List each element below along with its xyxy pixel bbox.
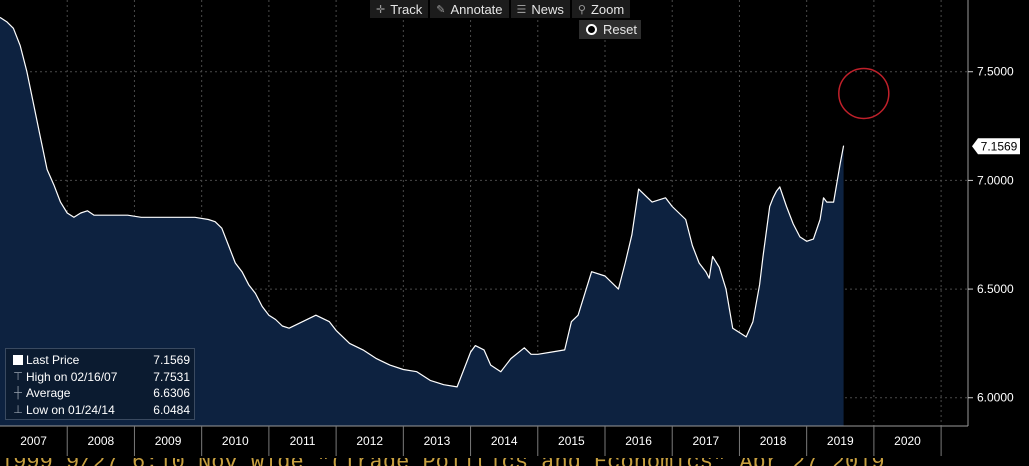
price-line bbox=[0, 16, 845, 388]
x-tick-label: 2012 bbox=[356, 434, 383, 448]
last-price-label: 7.1569 bbox=[981, 139, 1018, 153]
price-area-fill bbox=[0, 17, 844, 427]
legend-value: 6.6306 bbox=[153, 386, 190, 401]
track-label: Track bbox=[390, 1, 423, 17]
legend-label: High on 02/16/07 bbox=[26, 369, 118, 384]
x-tick-label: 2017 bbox=[692, 434, 719, 448]
x-tick-label: 2015 bbox=[558, 434, 585, 448]
white-square-icon bbox=[10, 355, 26, 366]
news-button[interactable]: ☰ News bbox=[510, 0, 570, 18]
pencil-icon: ✎ bbox=[436, 3, 446, 16]
x-tick-label: 2010 bbox=[222, 434, 249, 448]
price-area-layer bbox=[0, 16, 845, 427]
news-label: News bbox=[531, 1, 564, 17]
x-tick-label: 2019 bbox=[827, 434, 854, 448]
highlight-circle bbox=[838, 67, 890, 120]
legend-label: Last Price bbox=[26, 353, 80, 368]
x-tick-label: 2009 bbox=[155, 434, 182, 448]
legend-average: ┼ Average 6.6306 bbox=[10, 385, 190, 402]
reset-button[interactable]: Reset bbox=[579, 20, 641, 39]
x-tick-label: 2014 bbox=[491, 434, 518, 448]
legend-label: Average bbox=[26, 386, 71, 401]
x-tick-label: 2016 bbox=[625, 434, 652, 448]
last-price-tag bbox=[972, 138, 1020, 155]
axes: 6.0000 6.5000 7.0000 7.5000 2007 2008 2009 2010… bbox=[0, 0, 1014, 456]
legend-value: 7.1569 bbox=[153, 353, 190, 368]
chart-toolbar: ✛ Track ✎ Annotate ☰ News ⚲ Zoom bbox=[370, 0, 632, 18]
chart-marks: 7.1569 bbox=[838, 67, 1020, 155]
legend-low: ⊥ Low on 01/24/14 6.0484 bbox=[10, 402, 190, 419]
y-tick-label: 6.5000 bbox=[977, 282, 1014, 296]
annotate-label: Annotate bbox=[450, 1, 503, 17]
x-tick-label: 2011 bbox=[290, 434, 316, 448]
legend-value: 7.7531 bbox=[153, 369, 190, 384]
zoom-label: Zoom bbox=[590, 1, 625, 17]
bottom-ticker-text: 1999 9/27 6:10 Nov wide "(Trade Politics… bbox=[0, 458, 885, 466]
legend-label: Low on 01/24/14 bbox=[26, 402, 115, 417]
legend-last-price: Last Price 7.1569 bbox=[10, 352, 190, 369]
bottom-ticker-strip: 1999 9/27 6:10 Nov wide "(Trade Politics… bbox=[0, 458, 1029, 466]
high-marker-icon: ⊤ bbox=[13, 371, 23, 384]
x-tick-label: 2008 bbox=[87, 434, 114, 448]
reset-label: Reset bbox=[603, 22, 637, 37]
annotate-button[interactable]: ✎ Annotate bbox=[430, 0, 509, 18]
low-marker-icon: ⊥ bbox=[13, 404, 23, 417]
x-tick-label: 2007 bbox=[20, 434, 47, 448]
x-tick-label: 2020 bbox=[894, 434, 921, 448]
y-tick-label: 7.0000 bbox=[977, 173, 1014, 187]
track-button[interactable]: ✛ Track bbox=[370, 0, 429, 18]
magnifier-icon: ⚲ bbox=[577, 3, 586, 16]
legend-high: ⊤ High on 02/16/07 7.7531 bbox=[10, 369, 190, 386]
y-tick-label: 7.5000 bbox=[977, 65, 1014, 79]
news-icon: ☰ bbox=[516, 3, 527, 16]
legend-value: 6.0484 bbox=[153, 402, 190, 417]
radio-dot-icon bbox=[586, 24, 597, 35]
zoom-button[interactable]: ⚲ Zoom bbox=[571, 0, 631, 18]
y-tick-label: 6.0000 bbox=[977, 391, 1014, 405]
x-tick-label: 2018 bbox=[760, 434, 787, 448]
x-tick-label: 2013 bbox=[424, 434, 451, 448]
average-marker-icon: ┼ bbox=[14, 387, 22, 400]
legend-box[interactable]: Last Price 7.1569 ⊤ High on 02/16/07 7.7… bbox=[5, 348, 195, 420]
crosshair-icon: ✛ bbox=[376, 3, 386, 16]
